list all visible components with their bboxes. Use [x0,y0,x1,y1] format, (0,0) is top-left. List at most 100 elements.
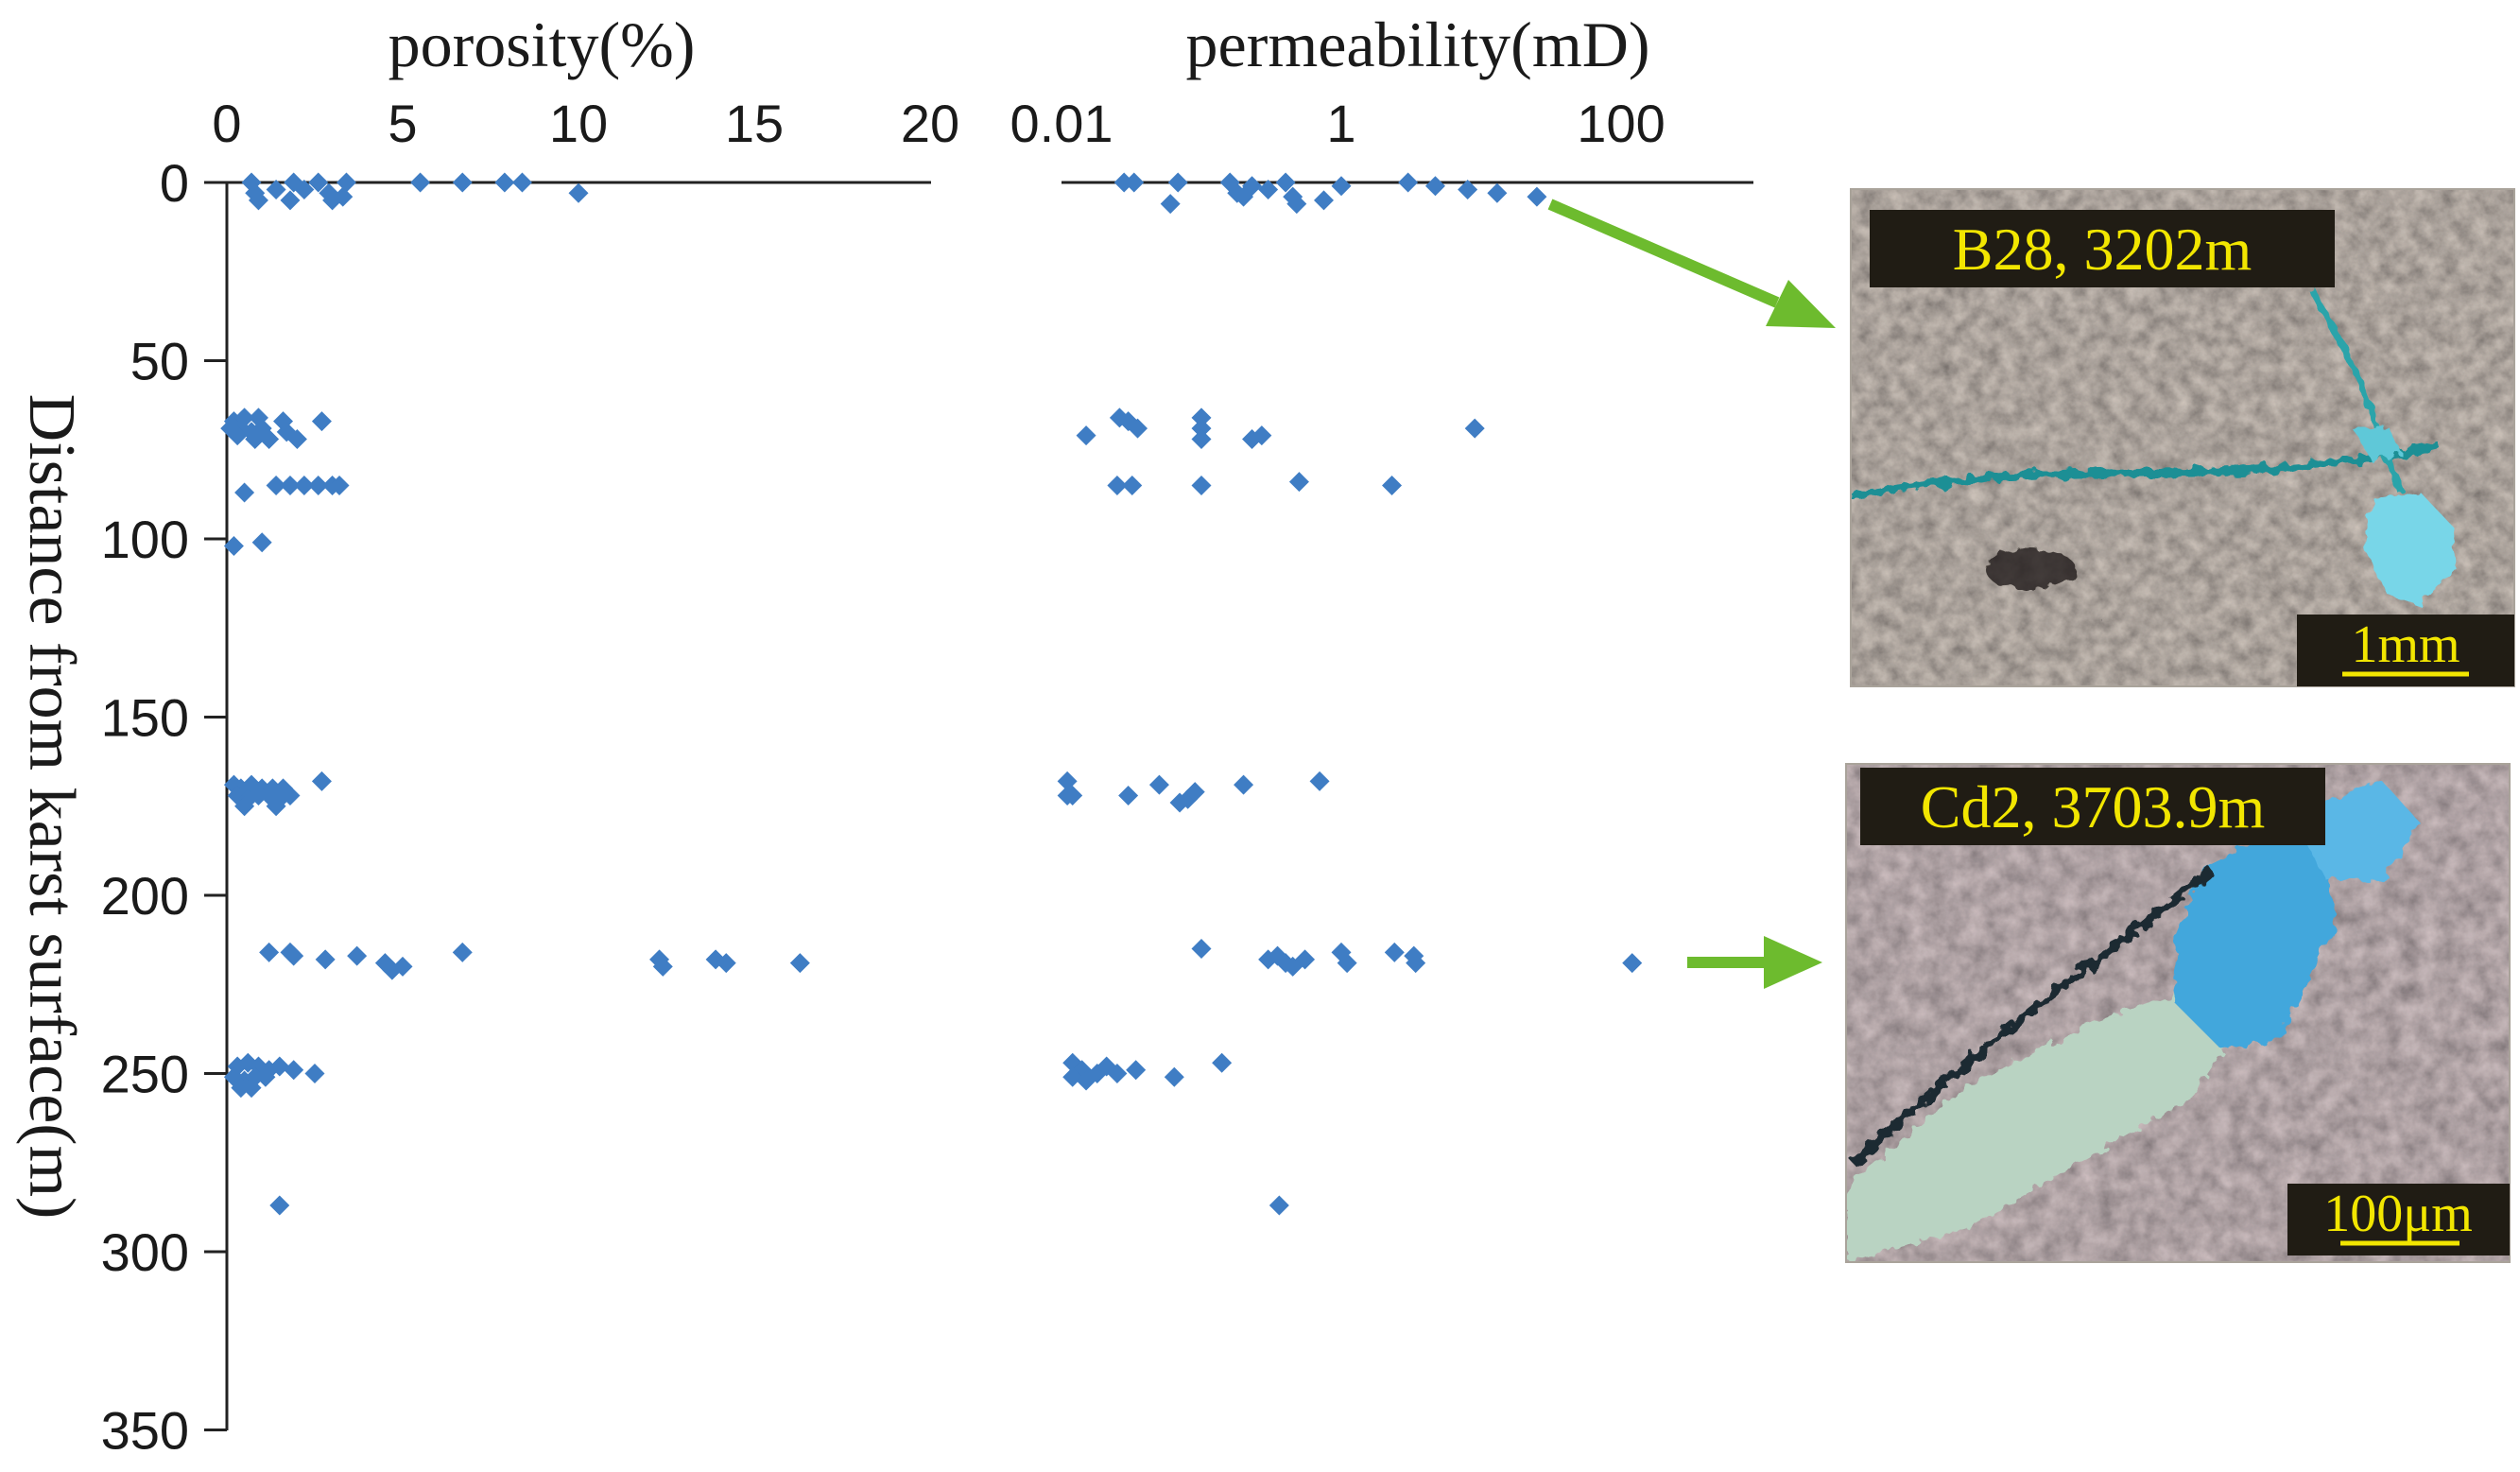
permeability-point [1122,475,1143,495]
porosity-point [382,960,403,980]
porosity-point [294,180,315,200]
permeability-points [1057,172,1643,1216]
permeability-point [1126,1060,1147,1081]
porosity-point [259,428,280,449]
depth-tick-label: 350 [101,1401,189,1461]
permeability-point [1384,942,1405,962]
porosity-point [568,182,589,203]
porosity-point [789,953,810,974]
fracture-vein [1851,440,2441,501]
porosity-point [315,949,336,970]
porosity-point [227,425,248,446]
porosity-point [716,953,736,974]
permeability-point [1406,953,1426,974]
porosity-point [248,190,268,211]
porosity-point [280,475,301,495]
porosity-point [280,190,301,211]
porosity-title: porosity(%) [388,9,696,80]
porosity-point [280,785,301,805]
inset-cd2-scalebar-text: 100μm [2323,1185,2473,1243]
photomicrograph-cd2 [1846,764,2510,1262]
permeability-point [1107,1064,1128,1083]
permeability-x-tick-label: 100 [1577,94,1665,153]
permeability-point [1487,182,1508,203]
permeability-point [1118,785,1139,805]
porosity-point [284,1060,304,1081]
permeability-point [1251,425,1272,446]
depth-tick-label: 150 [101,688,189,748]
permeability-x-tick-label: 0.01 [1010,94,1113,153]
permeability-point [1309,771,1330,791]
inset-b28-label-bg [1870,210,2335,287]
porosity-point [248,785,268,805]
depth-tick-label: 50 [130,332,189,391]
depth-tick-label: 0 [160,153,189,213]
permeability-point [1331,176,1352,197]
porosity-point [511,172,532,193]
permeability-point [1275,172,1296,193]
porosity-points [220,172,810,1216]
permeability-point [1107,475,1128,495]
y-axis-label: Distance from karst surface(m) [15,394,88,1220]
porosity-point [266,475,286,495]
porosity-point [266,180,286,200]
inset-b28-label: B28, 3202m [1953,216,2252,283]
porosity-point [308,475,329,495]
porosity-point [652,956,673,977]
permeability-x-tick-label: 1 [1326,94,1355,153]
permeability-point [1191,428,1212,449]
permeability-point [1212,1052,1233,1073]
pore-blue-large [2174,837,2335,1049]
porosity-point [241,1078,262,1099]
porosity-point [311,771,332,791]
permeability-point [1295,949,1316,970]
inset-b28-frame [1850,188,2515,687]
porosity-panel: porosity(%) 0 5 10 15 20 0 50 100 150 200 250 300 3… [15,9,959,1461]
porosity-x-ticks: 0 5 10 15 20 [212,94,959,153]
permeability-point [1124,172,1145,193]
permeability-point [1062,1066,1083,1087]
inset-cd2-frame [1845,763,2511,1263]
arrow-to-cd2 [1687,936,1822,989]
permeability-point [1191,407,1212,428]
inset-b28-scalebar-text: 1mm [2351,615,2460,674]
permeability-x-ticks: 0.01 1 100 [1010,94,1666,153]
permeability-point [1464,418,1485,439]
porosity-point [245,428,266,449]
porosity-point [259,942,280,962]
permeability-point [1191,418,1212,439]
permeability-panel: permeability(mD) 0.01 1 100 [1010,9,1753,1216]
porosity-point [255,1066,276,1087]
permeability-point [1191,475,1212,495]
porosity-point [452,172,473,193]
calcite-vein [1846,993,2231,1262]
pore-patch [2365,492,2456,605]
permeability-point [1269,1195,1289,1216]
porosity-point [231,1078,251,1099]
permeability-point [1622,953,1643,974]
permeability-point [1076,425,1096,446]
porosity-point [269,1195,290,1216]
permeability-point [1424,176,1445,197]
porosity-y-ticks: 0 50 100 150 200 250 300 350 [101,153,227,1461]
porosity-point [336,172,356,193]
permeability-point [1458,180,1478,200]
depth-tick-label: 200 [101,866,189,926]
porosity-point [410,172,431,193]
porosity-point [269,1056,290,1077]
porosity-x-tick-label: 20 [901,94,959,153]
pore-patch-small [2354,425,2401,463]
porosity-point [452,942,473,962]
porosity-point [494,172,515,193]
permeability-point [1234,774,1254,795]
porosity-point [304,1064,325,1083]
porosity-point [234,482,255,503]
porosity-point [251,532,272,553]
inset-cd2-label: Cd2, 3703.9m [1921,773,2265,840]
permeability-point [1527,186,1547,207]
porosity-point [347,945,368,966]
inset-cd2-label-bg [1860,768,2325,845]
permeability-point [1382,475,1403,495]
